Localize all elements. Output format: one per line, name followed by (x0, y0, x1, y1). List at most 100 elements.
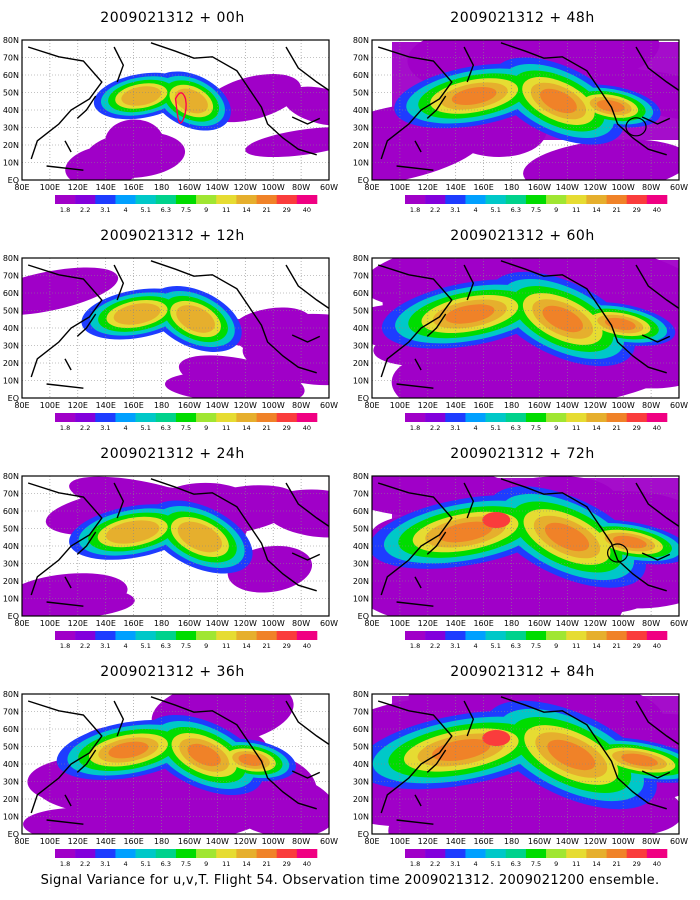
colorbar-swatch (155, 849, 177, 858)
colorbar-swatch (135, 195, 157, 204)
lon-tick-label: 120W (234, 619, 257, 628)
lat-tick-label: 60N (3, 507, 19, 516)
map-frame (21, 475, 330, 617)
lon-tick-label: 140E (446, 837, 466, 846)
colorbar-swatch (115, 413, 136, 422)
colorbar-swatch (236, 413, 257, 422)
colorbar-label: 5.1 (141, 206, 151, 214)
colorbar-swatch (55, 413, 76, 422)
colorbar-label: 5.1 (491, 424, 501, 432)
lon-tick-label: 100W (612, 401, 635, 410)
map-panel: 2009021312 + 00h 80N 70N 60N 50N 40N 30N 20N 10N… (0, 0, 345, 220)
lat-tick-label: 30N (3, 342, 19, 351)
variance-field (372, 694, 679, 834)
colorbar-label: 6.3 (161, 206, 171, 214)
coastline (377, 260, 679, 389)
colorbar-label: 6.3 (161, 860, 171, 868)
map-panel: 2009021312 + 24h 80N 70N 60N 50N 40N 30N 20N 10N… (0, 436, 345, 656)
lat-tick-label: 40N (3, 760, 19, 769)
colorbar-swatch (256, 413, 277, 422)
lon-tick-label: 180 (154, 837, 169, 846)
colorbar-label: 9 (204, 860, 208, 868)
lat-tick-label: 70N (353, 272, 369, 281)
colorbar-swatch (505, 195, 527, 204)
lon-tick-label: 120E (418, 619, 438, 628)
colorbar-swatch (626, 413, 648, 422)
colorbar-label: 2.2 (430, 206, 440, 214)
map-frame (371, 257, 680, 399)
colorbar-label: 40 (303, 642, 311, 650)
colorbar-swatch (155, 631, 177, 640)
lon-tick-label: 140W (556, 183, 579, 192)
colorbar-label: 5.1 (491, 642, 501, 650)
colorbar-label: 3.1 (450, 206, 460, 214)
panel-title: 2009021312 + 84h (450, 664, 595, 680)
colorbar-label: 7.5 (531, 642, 541, 650)
colorbar-swatch (646, 631, 668, 640)
lon-tick-label: 100E (390, 183, 410, 192)
colorbar-label: 29 (633, 642, 641, 650)
colorbar-swatch (546, 413, 567, 422)
colorbar-label: 2.2 (430, 860, 440, 868)
colorbar-swatch (525, 849, 547, 858)
lon-tick-label: 160E (123, 837, 143, 846)
lat-tick-label: 40N (353, 324, 369, 333)
colorbar-label: 14 (242, 860, 250, 868)
lon-tick-label: 140W (206, 401, 229, 410)
lon-tick-label: 80E (364, 837, 379, 846)
panel-title: 2009021312 + 60h (450, 228, 595, 244)
lon-tick-label: 140E (446, 619, 466, 628)
colorbar-label: 9 (554, 424, 558, 432)
colorbar-label: 14 (592, 206, 600, 214)
lon-tick-label: 80W (642, 837, 660, 846)
colorbar-label: 1.8 (410, 642, 420, 650)
lon-tick-label: 180 (504, 619, 519, 628)
lon-tick-label: 160E (123, 619, 143, 628)
lon-tick-label: 80E (14, 183, 29, 192)
colorbar-label: 40 (653, 206, 661, 214)
figure-caption: Signal Variance for u,v,T. Flight 54. Ob… (40, 873, 660, 888)
lon-tick-label: 140E (96, 183, 116, 192)
lon-tick-label: 120E (68, 401, 88, 410)
colorbar-swatch (135, 413, 157, 422)
lon-tick-label: 80E (364, 619, 379, 628)
colorbar-swatch (646, 849, 668, 858)
lon-tick-label: 120E (418, 837, 438, 846)
panel-title: 2009021312 + 72h (450, 446, 595, 462)
colorbar-swatch (505, 631, 527, 640)
lon-tick-label: 160W (528, 401, 551, 410)
colorbar-swatch (216, 631, 237, 640)
lon-tick-label: 80E (14, 837, 29, 846)
colorbar-swatch (276, 413, 298, 422)
lon-tick-label: 100W (262, 401, 285, 410)
variance-field (22, 267, 329, 398)
lat-tick-label: 50N (3, 89, 19, 98)
map-frame (371, 475, 680, 617)
colorbar-swatch (135, 849, 157, 858)
flight-track (174, 92, 187, 124)
colorbar-label: 6.3 (511, 860, 521, 868)
coastline (27, 478, 329, 607)
colorbar-label: 6.3 (511, 206, 521, 214)
colorbar-swatch (296, 849, 318, 858)
colorbar-label: 4 (473, 860, 477, 868)
map-frame (21, 693, 330, 835)
lat-tick-label: 70N (353, 708, 369, 717)
variance-field (65, 71, 329, 180)
colorbar-label: 2.2 (80, 642, 90, 650)
lat-tick-label: EQ (358, 176, 369, 185)
colorbar-swatch (95, 195, 116, 204)
lon-tick-label: 120W (584, 619, 607, 628)
colorbar-swatch (276, 849, 298, 858)
colorbar-swatch (586, 195, 607, 204)
colorbar-swatch (586, 413, 607, 422)
lat-tick-label: 80N (3, 36, 19, 45)
colorbar-swatch (485, 631, 507, 640)
map-panel: 2009021312 + 36h 80N 70N 60N 50N 40N 30N 20N 10N… (0, 654, 345, 874)
colorbar-label: 1.8 (60, 424, 70, 432)
colorbar-swatch (296, 413, 318, 422)
colorbar-label: 5.1 (141, 860, 151, 868)
colorbar-label: 21 (612, 424, 620, 432)
lat-tick-label: 20N (3, 359, 19, 368)
lat-tick-label: 40N (3, 324, 19, 333)
